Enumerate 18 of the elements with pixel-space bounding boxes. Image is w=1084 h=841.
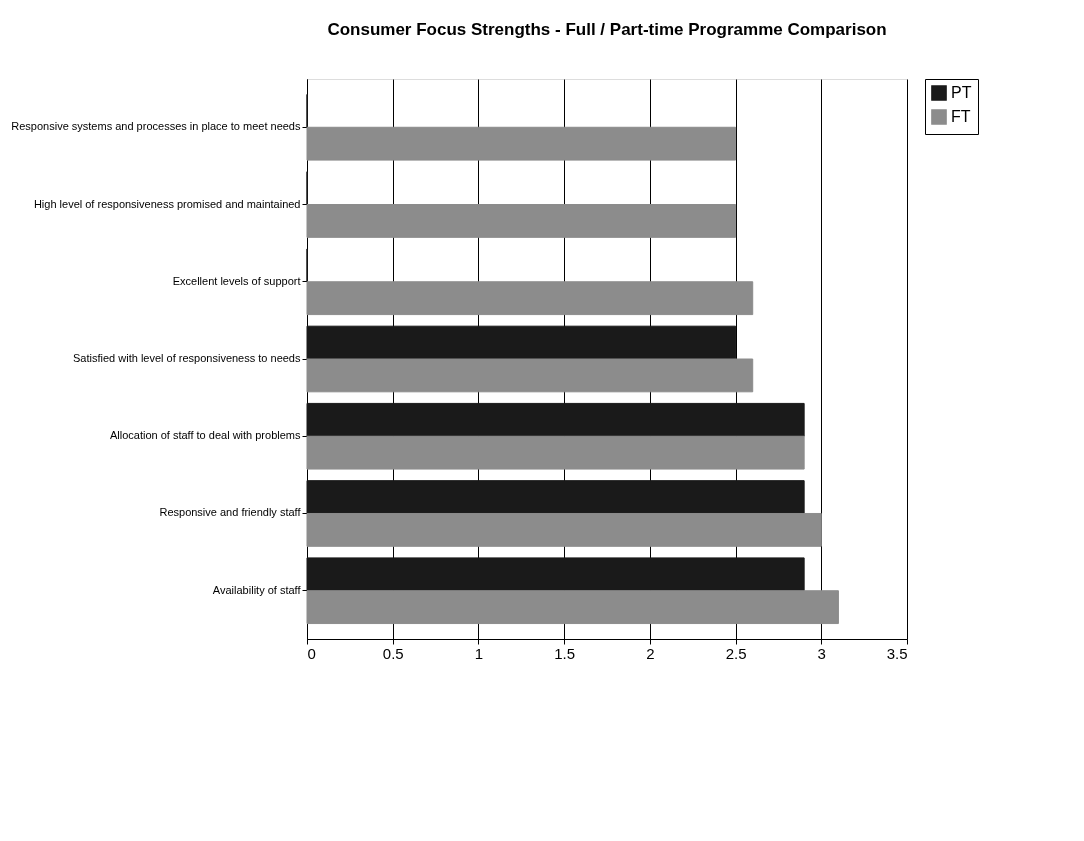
x-tick-label: 1.5 bbox=[554, 644, 576, 662]
y-tick-label: Availability of staff bbox=[212, 583, 302, 596]
y-tick-label: Responsive and friendly staff bbox=[159, 506, 302, 519]
legend-label: FT bbox=[951, 108, 971, 125]
x-tick-label: 1 bbox=[474, 644, 484, 662]
legend-label: PT bbox=[951, 84, 972, 101]
x-tick-label: 2.5 bbox=[725, 644, 747, 662]
y-tick-label: Allocation of staff to deal with problems bbox=[109, 429, 301, 442]
chart-title: Consumer Focus Strengths - Full / Part-time Programme Comparison bbox=[327, 19, 887, 39]
y-tick-label: High level of responsiveness promised and maintained bbox=[33, 197, 301, 210]
y-tick-label: Excellent levels of support bbox=[172, 274, 301, 287]
x-tick-label: 0.5 bbox=[382, 644, 404, 662]
y-tick-label: Satisfied with level of responsiveness to needs bbox=[73, 352, 301, 364]
x-tick-label: 2 bbox=[646, 644, 655, 662]
x-tick-label: 3.5 bbox=[886, 644, 908, 662]
y-tick-label: Responsive systems and processes in place to meet needs bbox=[11, 120, 301, 133]
x-tick-label: 0 bbox=[307, 644, 316, 662]
x-tick-label: 3 bbox=[817, 644, 826, 662]
